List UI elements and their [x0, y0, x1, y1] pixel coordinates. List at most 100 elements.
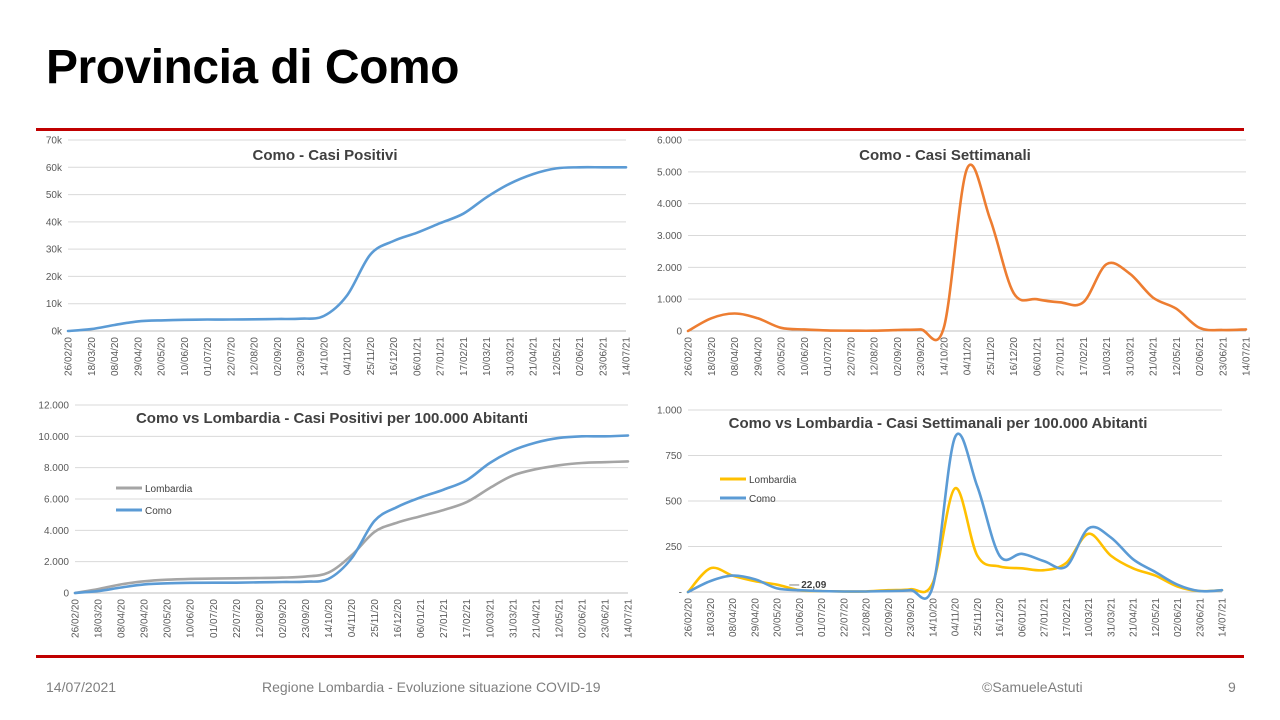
x-tick-label: 21/04/21: [531, 599, 542, 638]
x-tick-label: 20/05/20: [163, 599, 174, 638]
y-tick-label: 1.000: [657, 406, 682, 417]
x-tick-label: 12/08/20: [250, 337, 261, 376]
x-tick-label: 29/04/20: [750, 598, 761, 637]
y-tick-label: 10.000: [38, 432, 69, 443]
x-tick-label: 02/06/21: [577, 599, 588, 638]
x-tick-label: 23/09/20: [296, 337, 307, 376]
x-tick-label: 12/08/20: [862, 598, 873, 637]
y-tick-label: 3.000: [657, 231, 682, 242]
x-tick-label: 04/11/20: [347, 599, 358, 638]
x-tick-label: 10/03/21: [482, 337, 493, 376]
x-tick-label: 02/09/20: [278, 599, 289, 638]
x-tick-label: 14/07/21: [624, 599, 635, 638]
x-tick-label: 01/07/20: [817, 598, 828, 637]
chart-title: Como vs Lombardia - Casi Positivi per 10…: [136, 410, 528, 427]
chart-positive-per-100k: 0 2.000 4.000 6.000 8.000 10.000 12.000 26/02/2…: [20, 400, 640, 662]
x-tick-label: 16/12/20: [393, 599, 404, 638]
page-number: 9: [1228, 679, 1236, 695]
x-tick-label: 12/05/21: [1151, 598, 1162, 637]
x-tick-label: 10/03/21: [1084, 598, 1095, 637]
x-tick-label: 02/09/20: [273, 337, 284, 376]
y-tick-label: 6.000: [657, 136, 682, 147]
x-tick-label: 27/01/21: [439, 599, 450, 638]
x-tick-label: 29/04/20: [753, 337, 764, 376]
x-tick-label: 04/11/20: [343, 337, 354, 376]
x-tick-label: 08/04/20: [730, 337, 741, 376]
footer-source: Regione Lombardia - Evoluzione situazion…: [262, 679, 601, 695]
x-tick-label: 02/06/21: [1195, 337, 1206, 376]
x-tick-label: 16/12/20: [1009, 337, 1020, 376]
x-tick-label: 14/10/20: [324, 599, 335, 638]
y-tick-label: 0: [676, 327, 682, 338]
y-tick-label: 40k: [46, 217, 63, 228]
series-line-main: [686, 163, 1248, 342]
x-tick-label: 06/01/21: [1032, 337, 1043, 376]
y-tick-label: 6.000: [44, 495, 69, 506]
series-line-lombardia: [73, 460, 630, 595]
x-tick-label: 21/04/21: [1149, 337, 1160, 376]
chart-title: Como - Casi Settimanali: [859, 147, 1031, 164]
x-tick-label: 25/11/20: [366, 337, 377, 376]
annotation-label: 22,09: [801, 580, 826, 591]
x-tick-label: 02/06/21: [1173, 598, 1184, 637]
x-tick-label: 23/06/21: [1195, 598, 1206, 637]
x-tick-label: 21/04/21: [529, 337, 540, 376]
x-tick-label: 31/03/21: [1125, 337, 1136, 376]
y-tick-label: 0: [63, 589, 69, 600]
chart-svg: - 250 500 750 1.000 26/02/20 18/03/20 08/04/20 2…: [657, 406, 1229, 637]
legend-label: Como: [749, 494, 776, 505]
x-tick-label: 25/11/20: [973, 598, 984, 637]
x-tick-label: 26/02/20: [684, 337, 695, 376]
x-tick-label: 27/01/21: [1040, 598, 1051, 637]
x-tick-label: 12/08/20: [870, 337, 881, 376]
y-tick-label: -: [679, 588, 682, 599]
x-tick-label: 20/05/20: [777, 337, 788, 376]
x-tick-label: 25/11/20: [986, 337, 997, 376]
x-tick-label: 21/04/21: [1129, 598, 1140, 637]
x-tick-label: 18/03/20: [94, 599, 105, 638]
x-tick-label: 10/03/21: [485, 599, 496, 638]
x-tick-label: 16/12/20: [995, 598, 1006, 637]
footer-date: 14/07/2021: [46, 679, 117, 695]
x-tick-label: 17/02/21: [459, 337, 470, 376]
x-tick-label: 17/02/21: [462, 599, 473, 638]
x-tick-label: 26/02/20: [684, 598, 695, 637]
x-tick-label: 22/07/20: [232, 599, 243, 638]
x-tick-label: 23/06/21: [598, 337, 609, 376]
x-tick-label: 10/03/21: [1102, 337, 1113, 376]
x-tick-label: 02/06/21: [575, 337, 586, 376]
x-tick-label: 12/05/21: [552, 337, 563, 376]
y-tick-label: 1.000: [657, 295, 682, 306]
x-tick-label: 06/01/21: [416, 599, 427, 638]
legend-label: Como: [145, 506, 172, 517]
x-tick-label: 02/09/20: [884, 598, 895, 637]
x-tick-label: 04/11/20: [951, 598, 962, 637]
x-tick-label: 12/08/20: [255, 599, 266, 638]
y-tick-label: 8.000: [44, 463, 69, 474]
chart-weekly-per-100k: - 250 500 750 1.000 26/02/20 18/03/20 08/04/20 2…: [640, 400, 1260, 662]
y-tick-label: 2.000: [657, 263, 682, 274]
x-tick-label: 01/07/20: [823, 337, 834, 376]
x-tick-label: 14/10/20: [939, 337, 950, 376]
legend-label: Lombardia: [749, 475, 797, 486]
legend-label: Lombardia: [145, 484, 193, 495]
top-divider: [36, 128, 1244, 131]
x-tick-label: 16/12/20: [389, 337, 400, 376]
chart-title: Como - Casi Positivi: [252, 147, 397, 164]
y-tick-label: 70k: [46, 136, 63, 147]
x-tick-label: 23/09/20: [301, 599, 312, 638]
x-tick-label: 14/07/21: [622, 337, 633, 376]
x-tick-label: 14/07/21: [1218, 598, 1229, 637]
x-tick-label: 10/06/20: [180, 337, 191, 376]
x-tick-label: 12/05/21: [554, 599, 565, 638]
y-tick-label: 50k: [46, 190, 63, 201]
series-line-como: [686, 432, 1224, 600]
y-tick-label: 4.000: [44, 526, 69, 537]
footer-author: ©SamueleAstuti: [982, 679, 1083, 695]
x-tick-label: 27/01/21: [1056, 337, 1067, 376]
series-line-lombardia: [686, 486, 1224, 594]
x-tick-label: 01/07/20: [209, 599, 220, 638]
y-tick-label: 10k: [46, 299, 63, 310]
x-tick-label: 26/02/20: [71, 599, 82, 638]
chart-svg: 0k 10k 20k 30k 40k 50k 60k 70k 26/02/20 18/03/20 0…: [46, 136, 633, 376]
